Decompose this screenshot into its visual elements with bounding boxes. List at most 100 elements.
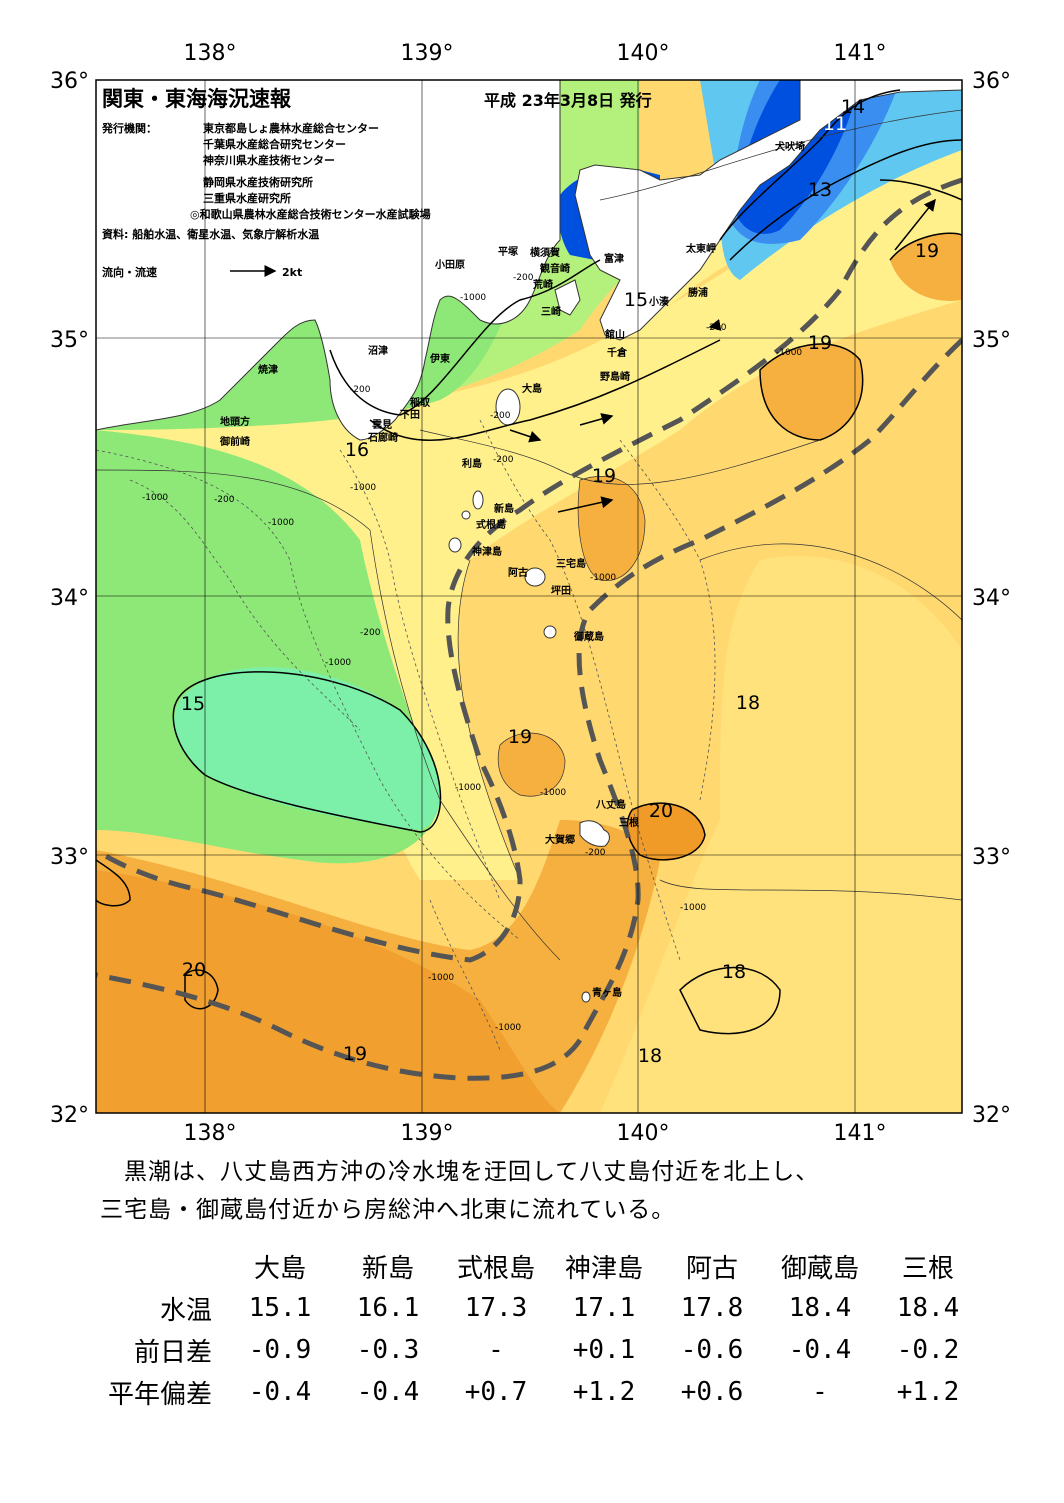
data-source: 資料: 船舶水温、衛星水温、気象庁解析水温 [102, 227, 319, 241]
place-label: 御蔵島 [573, 630, 604, 643]
isotherm-label: 18 [736, 692, 760, 714]
isotherm-label: 14 [841, 96, 865, 118]
isotherm-label: 10 [805, 86, 829, 108]
depth-label: -200 [706, 323, 727, 333]
lon-label-top: 138° [184, 41, 237, 66]
place-label: 青ヶ島 [592, 986, 622, 999]
isotherm-label: 19 [808, 332, 832, 354]
place-label: 富津 [604, 252, 624, 265]
depth-label: -200 [350, 385, 371, 395]
sst-table: 大島 新島 式根島 神津島 阿古 御蔵島 三根 水温 15.1 16.1 17.… [92, 1245, 982, 1413]
table-cell: 16.1 [356, 1293, 420, 1323]
table-header-row: 大島 新島 式根島 神津島 阿古 御蔵島 三根 [92, 1245, 982, 1287]
table-row: 前日差 -0.9 -0.3 - +0.1 -0.6 -0.4 -0.2 [92, 1329, 982, 1371]
place-label: 横須賀 [530, 246, 560, 259]
place-label: 焼津 [258, 363, 278, 376]
isotherm-label: 9 [810, 113, 822, 135]
lon-label-bottom: 139° [401, 1121, 454, 1146]
table-cell: 17.3 [464, 1293, 528, 1323]
lon-label-top: 140° [617, 41, 670, 66]
table-cell: 18.4 [788, 1293, 852, 1323]
column-header: 大島 [253, 1253, 306, 1284]
table-cell: -0.6 [680, 1335, 744, 1365]
place-label: 八丈島 [595, 798, 626, 811]
table-cell: 17.8 [680, 1293, 744, 1323]
publisher-item: 千葉県水産総合研究センター [203, 137, 346, 151]
place-label: 下田 [400, 409, 420, 421]
place-label: 沼津 [368, 344, 388, 357]
place-label: 野島崎 [600, 370, 630, 383]
minor-isotherms [96, 109, 962, 961]
longitude-labels: 138° 139° 140° 141° 138° 139° 140° 141° [184, 41, 887, 1146]
depth-label: -200 [490, 411, 511, 421]
map-title: 関東・東海海況速報 [102, 87, 292, 111]
place-label: 伊東 [429, 352, 450, 365]
isotherm-label: 18 [638, 1045, 662, 1067]
place-label: 稲取 [410, 396, 431, 409]
depth-label: -200 [513, 273, 534, 283]
lat-label-right: 36° [972, 69, 1011, 94]
publisher-item: 静岡県水産技術研究所 [203, 175, 313, 189]
description-text: 黒潮は、八丈島西方沖の冷水塊を迂回して八丈島付近を北上し、 [124, 1159, 820, 1185]
lat-label-right: 34° [972, 586, 1011, 611]
depth-label: -1000 [325, 658, 351, 668]
place-label: 利島 [462, 457, 482, 470]
lon-label-top: 141° [834, 41, 887, 66]
place-label: 大賀郷 [545, 833, 575, 846]
depth-label: -1000 [350, 483, 376, 493]
row-header: 平年偏差 [107, 1379, 212, 1410]
depth-label: -1000 [680, 903, 706, 913]
description-text: 三宅島・御蔵島付近から房総沖へ北東に流れている。 [100, 1197, 676, 1223]
table-cell: -0.4 [248, 1377, 312, 1407]
place-label: 坪田 [551, 584, 571, 597]
place-label: 平塚 [498, 245, 518, 258]
depth-label: -1000 [268, 518, 294, 528]
lat-label-right: 33° [972, 845, 1011, 870]
lon-label-bottom: 138° [184, 1121, 237, 1146]
place-label: 千倉 [607, 346, 628, 359]
graticule [96, 80, 962, 1113]
lat-label-left: 32° [50, 1103, 89, 1128]
isotherm-label: 15 [624, 289, 648, 311]
isotherm-label: 16 [345, 439, 369, 461]
depth-label: -1000 [776, 348, 802, 358]
place-label: 観音崎 [540, 262, 570, 275]
table-cell: -0.4 [356, 1377, 420, 1407]
column-header: 三根 [901, 1253, 954, 1284]
place-label: 荒崎 [532, 278, 553, 291]
column-header: 新島 [361, 1253, 414, 1284]
legend-label: 流向・流速 [102, 265, 157, 279]
kuroshio-description: 黒潮は、八丈島西方沖の冷水塊を迂回して八丈島付近を北上し、 三宅島・御蔵島付近か… [100, 1153, 1000, 1229]
lat-label-right: 32° [972, 1103, 1011, 1128]
place-label: 大島 [522, 382, 542, 395]
table-cell: -0.2 [896, 1335, 960, 1365]
place-label: 神津島 [472, 545, 502, 558]
place-labels: 小田原 平塚 横須賀 観音崎 荒崎 三崎 富津 小湊 館山 千倉 野島崎 勝浦 … [219, 140, 805, 999]
place-label: 勝浦 [688, 286, 708, 299]
row-header: 水温 [159, 1295, 212, 1326]
isotherm-label: 20 [649, 800, 673, 822]
column-header: 御蔵島 [780, 1253, 859, 1284]
depth-value-labels: -200 -1000 -200 -200 -1000 -1000 -1000 -… [142, 273, 802, 1033]
place-label: 三崎 [541, 305, 561, 318]
depth-label: -1000 [540, 788, 566, 798]
place-label: 雲見 [372, 419, 392, 431]
place-label: 阿古 [508, 566, 528, 579]
isotherm-label: 19 [592, 465, 616, 487]
depth-label: -1000 [495, 1023, 521, 1033]
table-cell: -0.4 [788, 1335, 852, 1365]
row-header: 前日差 [133, 1337, 212, 1368]
map-header: 関東・東海海況速報 平成 23年3月8日 発行 発行機関： 東京都島しょ農林水産… [101, 87, 652, 279]
depth-label: -1000 [460, 293, 486, 303]
depth-label: -1000 [590, 573, 616, 583]
isotherm-label: 15 [181, 693, 205, 715]
publisher-item: 東京都島しょ農林水産総合センター [203, 121, 379, 135]
column-header: 阿古 [685, 1253, 738, 1284]
depth-label: -200 [493, 455, 514, 465]
place-label: 館山 [604, 328, 625, 341]
table-cell: +1.2 [572, 1377, 636, 1407]
current-arrows [230, 198, 936, 513]
isotherm-label: 19 [343, 1043, 367, 1065]
place-label: 犬吠埼 [775, 140, 805, 153]
